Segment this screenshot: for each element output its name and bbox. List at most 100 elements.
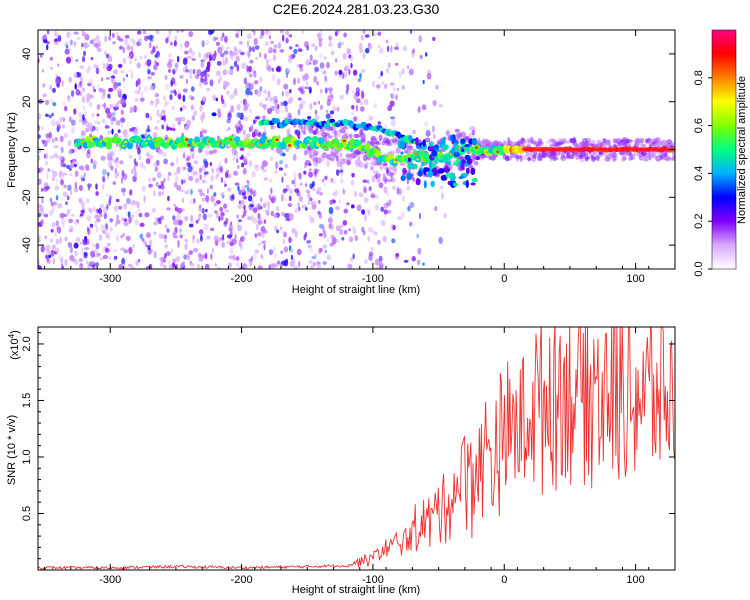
spectrogram-cell <box>603 138 607 145</box>
spectrogram-cell <box>387 105 393 112</box>
spectrogram-cell <box>49 84 53 91</box>
spectrogram-cell <box>64 48 70 55</box>
spectrogram-cell <box>174 172 177 176</box>
spectrogram-cell <box>309 216 315 224</box>
spectrogram-cell <box>312 188 316 192</box>
spectrogram-cell <box>123 221 129 227</box>
spectrogram-cell <box>112 32 115 38</box>
spectrogram-cell <box>383 186 388 194</box>
spectrogram-cell <box>200 78 205 83</box>
spectrogram-cell <box>81 96 86 103</box>
spectrogram-cell <box>71 213 75 217</box>
spectrogram-cell <box>277 260 280 265</box>
spectrogram-cell <box>417 170 423 177</box>
spectrogram-cell <box>240 200 245 205</box>
spectrogram-cell <box>434 205 438 212</box>
spectrogram-cell <box>588 143 593 147</box>
spectrogram-cell <box>287 57 293 64</box>
spectrogram-cell <box>220 94 224 102</box>
spectrogram-cell <box>306 45 310 51</box>
spectrogram-cell <box>578 155 583 159</box>
spectrogram-cell <box>204 252 208 260</box>
spectrogram-cell <box>371 80 376 88</box>
spectrogram-cell <box>39 205 44 212</box>
spectrogram-cell <box>82 239 88 246</box>
spectrogram-cell <box>128 247 133 254</box>
spectrogram-cell <box>222 56 225 63</box>
spectrogram-cell <box>74 181 77 189</box>
spectrogram-cell <box>223 203 228 209</box>
spectrogram-cell <box>143 240 147 245</box>
spectrogram-cell <box>38 113 42 120</box>
spectrogram-cell <box>51 169 54 173</box>
spectrogram-cell <box>350 256 353 262</box>
spectrogram-cell <box>174 62 179 69</box>
spectrogram-cell <box>259 102 263 107</box>
spectrogram-cell <box>87 82 92 87</box>
spectrogram-cell <box>216 70 221 77</box>
spectrogram-cell <box>395 62 399 66</box>
spectrogram-cell <box>60 161 65 168</box>
spectrogram-cell <box>337 42 342 49</box>
spectrogram-cell <box>385 191 390 197</box>
spectrogram-cell <box>225 217 229 225</box>
spectrogram-cell <box>201 117 204 123</box>
spectrogram-cell <box>249 73 253 78</box>
spectrogram-cell <box>205 66 210 73</box>
spectrogram-cell <box>323 182 326 187</box>
spectrogram-cell <box>46 138 51 143</box>
spectrogram-cell <box>378 134 383 142</box>
spectrogram-cell <box>370 192 374 197</box>
spectrogram-cell <box>353 93 358 100</box>
spectrogram-cell <box>542 152 546 156</box>
spectrogram-cell <box>45 153 49 159</box>
spectrogram-cell <box>400 151 404 155</box>
spectrogram-cell <box>233 154 239 160</box>
spectrogram-cell <box>177 239 180 244</box>
spectrogram-cell <box>123 131 129 139</box>
spectrogram-cell <box>473 161 479 166</box>
spectrogram-cell <box>293 77 296 86</box>
spectrogram-cell <box>322 261 328 265</box>
spectrogram-cell <box>246 133 251 138</box>
spectrogram-cell <box>378 75 381 79</box>
spectrogram-cell <box>190 262 195 267</box>
spectrogram-cell <box>61 80 64 88</box>
spectrogram-cell <box>294 188 300 193</box>
spectrogram-cell <box>216 41 220 47</box>
spectrogram-cell <box>461 132 466 138</box>
spectrogram-cell <box>43 182 49 189</box>
spectrogram-cell <box>40 245 44 253</box>
spectrogram-cell <box>98 40 102 48</box>
spectrogram-cell <box>105 232 110 239</box>
spectrogram-cell <box>54 152 58 160</box>
spectrogram-cell <box>226 169 230 174</box>
spectrogram-cell <box>107 93 110 98</box>
spectrogram-cell <box>64 236 68 242</box>
spectrogram-cell <box>367 179 370 184</box>
spectrogram-cell <box>326 99 331 107</box>
spectrogram-cell <box>263 219 266 224</box>
spectrogram-cell <box>78 197 83 204</box>
spectrogram-cell <box>329 178 333 184</box>
spectrogram-cell <box>98 87 104 93</box>
spectrogram-cell <box>185 69 190 73</box>
spectrogram-cell <box>148 239 153 247</box>
spectrogram-cell <box>235 256 240 261</box>
spectrogram-cell <box>157 184 163 189</box>
spectrogram-cell <box>164 244 169 249</box>
spectrogram-cell <box>402 85 405 90</box>
y-tick-label: 20 <box>21 96 33 108</box>
spectrogram-cell <box>229 94 235 100</box>
spectrogram-cell <box>147 69 151 75</box>
spectrogram-cell <box>199 104 203 112</box>
spectrogram-cell <box>149 35 154 39</box>
spectrogram-cell <box>93 160 97 166</box>
spectrogram-cell <box>502 153 507 158</box>
spectrogram-cell <box>179 43 183 50</box>
spectrogram-cell <box>48 210 54 217</box>
spectrogram-cell <box>182 152 186 159</box>
spectrogram-cell <box>359 48 364 54</box>
spectrogram-cell <box>222 69 227 76</box>
spectrogram-cell <box>139 162 144 169</box>
